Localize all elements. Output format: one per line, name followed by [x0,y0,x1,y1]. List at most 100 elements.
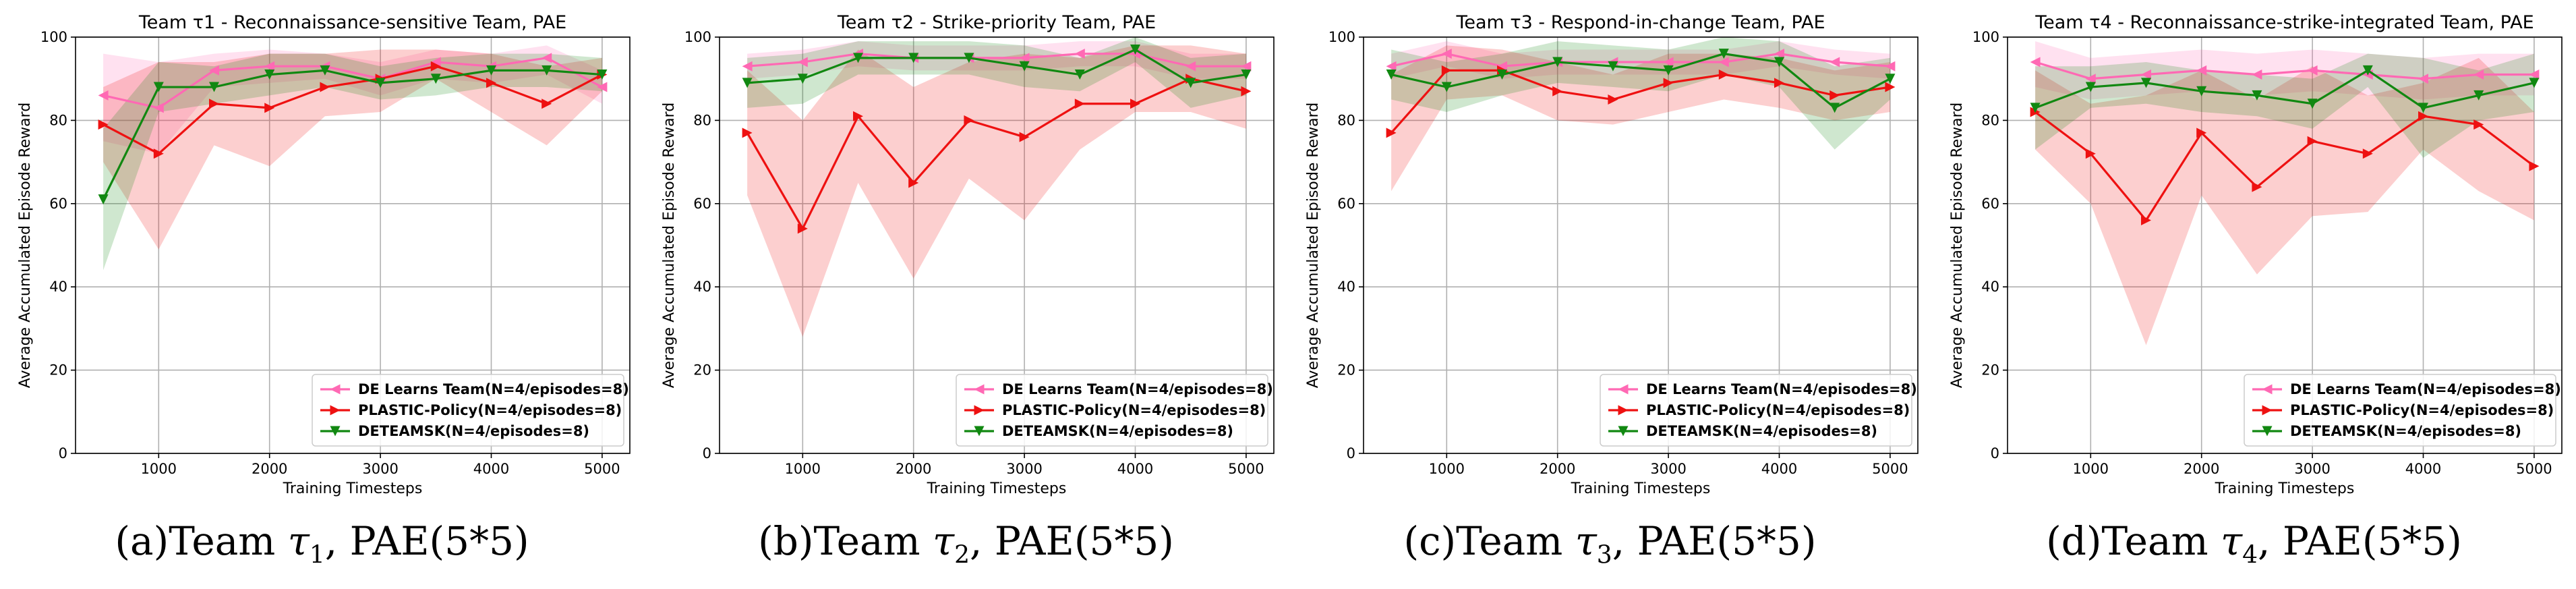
data-point [1497,69,1507,80]
y-tick-label: 100 [1972,29,1999,45]
data-point [2196,86,2207,96]
data-point [2307,136,2318,146]
data-point [2307,99,2318,109]
x-tick-label: 2000 [1540,461,1575,477]
data-point [2141,78,2151,88]
confidence-band [747,41,1246,79]
series-line [103,65,603,155]
legend-label: DE Learns Team(N=4/episodes=8) [358,381,629,397]
data-point [1386,128,1397,138]
caption-suffix: , PAE(5*5) [324,518,529,564]
y-tick-label: 80 [1337,112,1355,128]
chart-title: Team τ1 - Reconnaissance-sensitive Team,… [138,12,566,33]
legend-marker [2262,384,2273,395]
x-tick-label: 4000 [1117,461,1153,477]
x-axis-label: Training Timesteps [1571,480,1711,497]
legend-box [1600,374,1912,447]
chart-title: Team τ4 - Reconnaissance-strike-integrat… [2035,12,2534,33]
data-point [98,194,109,205]
data-point [597,69,608,80]
series-line [102,69,603,200]
chart-d: Team τ4 - Reconnaissance-strike-integrat… [1949,12,2563,497]
y-tick-label: 0 [1991,445,1999,461]
data-point [1774,49,1784,59]
data-point [2085,74,2096,84]
data-point [264,103,275,113]
x-tick-label: 5000 [1872,461,1908,477]
y-tick-label: 40 [693,279,711,295]
y-tick-label: 60 [1337,196,1355,212]
confidence-band [1391,41,1890,79]
caption-suffix: , PAE(5*5) [970,518,1174,564]
series-line [1391,53,1891,67]
series-line [2035,61,2534,80]
data-point [264,61,275,72]
data-point [1185,78,1196,88]
y-tick-label: 20 [1337,362,1355,378]
caption-tau: τ [1575,518,1597,564]
caption-subscript: 4 [2242,541,2258,569]
data-point [153,148,164,159]
data-point [2252,69,2262,80]
x-tick-label: 1000 [785,461,821,477]
series-line [2035,69,2535,109]
data-point [430,61,441,72]
chart-title: Team τ3 - Respond-in-change Team, PAE [1455,12,1825,33]
x-tick-label: 3000 [362,461,398,477]
chart-title: Team τ2 - Strike-priority Team, PAE [837,12,1156,33]
caption-tau: τ [933,518,955,564]
data-point [1552,86,1563,96]
series-line [2035,111,2535,223]
y-tick-label: 60 [49,196,67,212]
caption-subscript: 2 [954,541,970,569]
data-point [2362,65,2373,76]
legend-marker [1618,384,1629,395]
x-tick-label: 4000 [2405,461,2441,477]
x-tick-label: 2000 [252,461,287,477]
confidence-band [2035,57,2534,345]
data-point [98,119,109,130]
plot-frame [719,36,1275,454]
data-point [320,82,330,92]
legend-marker [2262,405,2273,416]
legend-label: PLASTIC-Policy(N=4/episodes=8) [358,402,622,418]
caption-suffix: , PAE(5*5) [1612,518,1817,564]
legend-label: DETEAMSK(N=4/episodes=8) [1002,423,1233,439]
series-line [1391,53,1891,109]
x-tick-label: 3000 [1006,461,1042,477]
data-point [209,82,219,92]
y-tick-label: 80 [1981,112,1999,128]
legend-marker [974,405,985,416]
series-line [747,53,1246,67]
data-point [908,53,919,63]
confidence-band [2035,53,2534,158]
data-point [2529,69,2540,80]
y-axis-label: Average Accumulated Episode Reward [661,103,678,389]
data-point [1441,82,1452,92]
data-point [430,74,441,84]
legend: DE Learns Team(N=4/episodes=8) PLASTIC-Po… [1600,374,1917,447]
data-point [1074,49,1085,59]
data-point [209,65,219,76]
data-point [320,65,330,76]
caption-d: (d)Team τ4, PAE(5*5) [1932,518,2576,569]
caption-tau: τ [2221,518,2243,564]
legend-label: DETEAMSK(N=4/episodes=8) [358,423,589,439]
data-point [1497,61,1507,72]
data-point [1019,61,1030,72]
y-tick-label: 40 [1981,279,1999,295]
data-point [853,53,863,63]
series-line [1390,69,1891,134]
data-point [2196,65,2207,76]
y-tick-label: 0 [59,445,67,461]
data-point [1718,57,1729,67]
legend-label: DE Learns Team(N=4/episodes=8) [2290,381,2561,397]
data-point [2030,103,2041,113]
legend-box [2244,374,2556,447]
data-point [486,78,496,88]
data-point [1718,49,1729,59]
data-point [2252,90,2262,101]
x-tick-label: 2000 [2184,461,2219,477]
data-point [1552,57,1563,67]
